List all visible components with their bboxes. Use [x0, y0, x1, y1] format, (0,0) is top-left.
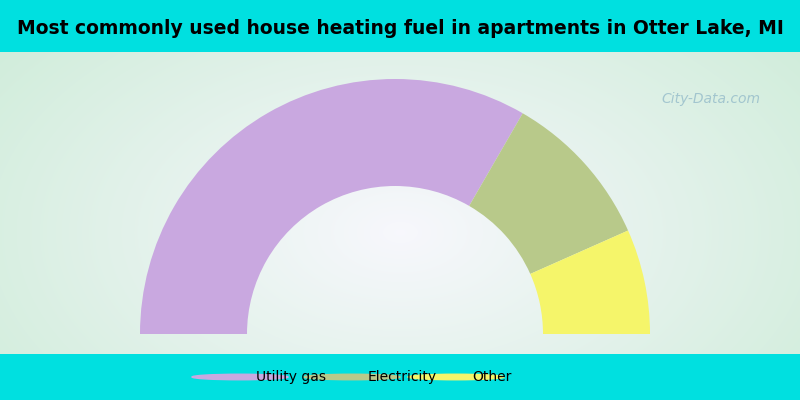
Text: City-Data.com: City-Data.com: [661, 92, 760, 106]
Circle shape: [192, 374, 288, 380]
Text: Utility gas: Utility gas: [256, 370, 326, 384]
Text: Most commonly used house heating fuel in apartments in Otter Lake, MI: Most commonly used house heating fuel in…: [17, 19, 783, 38]
Circle shape: [408, 374, 504, 380]
Text: Other: Other: [472, 370, 511, 384]
Wedge shape: [530, 230, 650, 334]
Wedge shape: [140, 79, 522, 334]
Circle shape: [304, 374, 400, 380]
Text: Electricity: Electricity: [368, 370, 437, 384]
Wedge shape: [469, 113, 628, 274]
